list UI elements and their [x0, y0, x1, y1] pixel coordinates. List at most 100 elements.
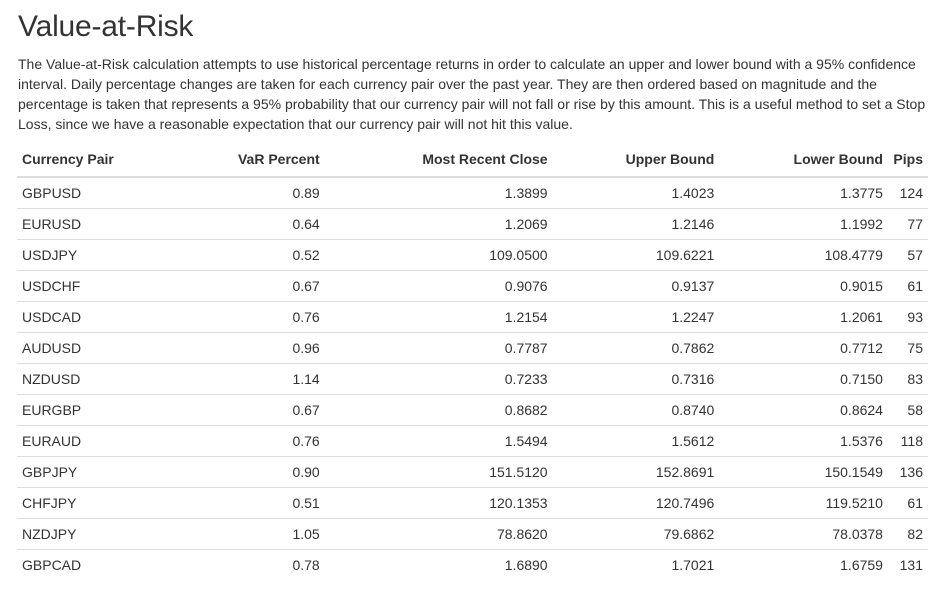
- cell-pips: 82: [887, 518, 928, 550]
- cell-pips: 61: [887, 487, 928, 519]
- cell-var-percent: 0.89: [292, 185, 320, 201]
- cell-pips: 124: [899, 185, 923, 201]
- cell-lower-bound: 0.9015: [719, 270, 888, 302]
- table-row: EURGBP 0.67 0.8682 0.8740 0.8624 58: [17, 394, 928, 426]
- cell-var-percent: 0.90: [156, 456, 325, 488]
- cell-currency-pair: GBPJPY: [17, 456, 157, 488]
- cell-currency-pair: USDCAD: [17, 301, 157, 333]
- cell-currency-pair: EURUSD: [17, 208, 157, 240]
- cell-currency-pair: AUDUSD: [17, 332, 157, 364]
- cell-most-recent-close: 0.7233: [324, 363, 553, 395]
- table-row: AUDUSD 0.96 0.7787 0.7862 0.7712 75: [17, 332, 928, 364]
- cell-lower-bound: 0.8624: [719, 394, 888, 426]
- table-body: GBPUSD 0.89 1.3899 1.4023 1.3775 124 EURUSD 0.6…: [17, 177, 928, 580]
- table-row: NZDUSD 1.14 0.7233 0.7316 0.7150 83: [17, 363, 928, 395]
- column-header-upper-bound: Upper Bound: [552, 142, 720, 178]
- cell-upper-bound: 0.9137: [552, 270, 720, 302]
- cell-upper-bound: 109.6221: [552, 239, 720, 271]
- var-page: Value-at-Risk The Value-at-Risk calculat…: [17, 10, 928, 580]
- cell-upper-bound: 1.7021: [552, 549, 720, 580]
- cell-most-recent-close: 0.7787: [324, 332, 553, 364]
- table-header: Currency Pair VaR Percent Most Recent Cl…: [17, 142, 928, 178]
- cell-most-recent-close: 109.0500: [324, 239, 553, 271]
- cell-upper-bound: 79.6862: [552, 518, 720, 550]
- page-title: Value-at-Risk: [18, 10, 194, 43]
- cell-lower-bound: 78.0378: [719, 518, 888, 550]
- cell-lower-bound: 1.5376: [719, 425, 888, 457]
- cell-pips: 118: [887, 425, 928, 457]
- cell-var-percent: 0.78: [156, 549, 325, 580]
- cell-lower-bound: 1.2061: [719, 301, 888, 333]
- var-table: Currency Pair VaR Percent Most Recent Cl…: [17, 142, 928, 580]
- cell-lower-bound: 1.1992: [719, 208, 888, 240]
- cell-var-percent: 0.76: [156, 301, 325, 333]
- cell-most-recent-close: 78.8620: [324, 518, 553, 550]
- cell-pips: 58: [887, 394, 928, 426]
- cell-pips: 131: [887, 549, 928, 580]
- table-row: EURAUD 0.76 1.5494 1.5612 1.5376 118: [17, 425, 928, 457]
- cell-most-recent-close: 0.9076: [324, 270, 553, 302]
- cell-most-recent-close: 151.5120: [324, 456, 553, 488]
- table-row: USDCHF 0.67 0.9076 0.9137 0.9015 61: [17, 270, 928, 302]
- cell-currency-pair: NZDJPY: [17, 518, 157, 550]
- cell-upper-bound: 1.5612: [552, 425, 720, 457]
- column-header-pips: Pips: [887, 142, 928, 178]
- column-header-var-percent: VaR Percent: [156, 142, 325, 178]
- cell-most-recent-close: 1.2154: [324, 301, 553, 333]
- page-description: The Value-at-Risk calculation attempts t…: [18, 56, 926, 132]
- cell-upper-bound: 1.2247: [552, 301, 720, 333]
- cell-currency-pair: USDJPY: [17, 239, 157, 271]
- cell-currency-pair: USDCHF: [17, 270, 157, 302]
- cell-most-recent-close: 0.8682: [324, 394, 553, 426]
- header-row: Currency Pair VaR Percent Most Recent Cl…: [17, 142, 928, 178]
- cell-pips: 136: [887, 456, 928, 488]
- table-row: USDCAD 0.76 1.2154 1.2247 1.2061 93: [17, 301, 928, 333]
- cell-currency-pair: GBPCAD: [17, 549, 157, 580]
- cell-most-recent-close: 1.5494: [324, 425, 553, 457]
- cell-var-percent: 0.96: [156, 332, 325, 364]
- cell-var-percent: 1.14: [156, 363, 325, 395]
- cell-currency-pair: CHFJPY: [17, 487, 157, 519]
- cell-pips: 61: [887, 270, 928, 302]
- cell-var-percent: 0.76: [156, 425, 325, 457]
- table-row: GBPJPY 0.90 151.5120 152.8691 150.1549 136: [17, 456, 928, 488]
- cell-most-recent-close: 1.6890: [324, 549, 553, 580]
- cell-pips: 75: [887, 332, 928, 364]
- cell-var-percent: 0.67: [156, 270, 325, 302]
- table-row: NZDJPY 1.05 78.8620 79.6862 78.0378 82: [17, 518, 928, 550]
- cell-currency-pair: GBPUSD: [22, 185, 82, 201]
- cell-most-recent-close: 120.1353: [324, 487, 553, 519]
- cell-lower-bound: 108.4779: [719, 239, 888, 271]
- column-header-most-recent-close: Most Recent Close: [324, 142, 553, 178]
- cell-lower-bound: 150.1549: [719, 456, 888, 488]
- cell-lower-bound: 119.5210: [719, 487, 888, 519]
- cell-pips: 83: [887, 363, 928, 395]
- column-header-currency-pair: Currency Pair: [17, 142, 157, 178]
- table-row: EURUSD 0.64 1.2069 1.2146 1.1992 77: [17, 208, 928, 240]
- cell-most-recent-close: 1.2069: [324, 208, 553, 240]
- cell-var-percent: 1.05: [156, 518, 325, 550]
- cell-upper-bound: 0.8740: [552, 394, 720, 426]
- column-header-lower-bound: Lower Bound: [719, 142, 888, 178]
- cell-pips: 77: [887, 208, 928, 240]
- cell-pips: 93: [887, 301, 928, 333]
- cell-upper-bound: 1.2146: [552, 208, 720, 240]
- cell-currency-pair: EURAUD: [17, 425, 157, 457]
- table-row: USDJPY 0.52 109.0500 109.6221 108.4779 57: [17, 239, 928, 271]
- cell-upper-bound: 152.8691: [552, 456, 720, 488]
- cell-upper-bound: 120.7496: [552, 487, 720, 519]
- cell-currency-pair: EURGBP: [17, 394, 157, 426]
- cell-upper-bound: 0.7862: [552, 332, 720, 364]
- cell-var-percent: 0.52: [156, 239, 325, 271]
- cell-lower-bound: 0.7150: [719, 363, 888, 395]
- cell-lower-bound: 0.7712: [719, 332, 888, 364]
- cell-most-recent-close: 1.3899: [504, 185, 548, 201]
- cell-currency-pair: NZDUSD: [17, 363, 157, 395]
- table-row: CHFJPY 0.51 120.1353 120.7496 119.5210 61: [17, 487, 928, 519]
- cell-pips: 57: [887, 239, 928, 271]
- table-row: GBPUSD 0.89 1.3899 1.4023 1.3775 124: [17, 177, 928, 209]
- cell-lower-bound: 1.6759: [719, 549, 888, 580]
- cell-lower-bound: 1.3775: [840, 185, 883, 201]
- cell-var-percent: 0.67: [156, 394, 325, 426]
- cell-upper-bound: 1.4023: [671, 185, 715, 201]
